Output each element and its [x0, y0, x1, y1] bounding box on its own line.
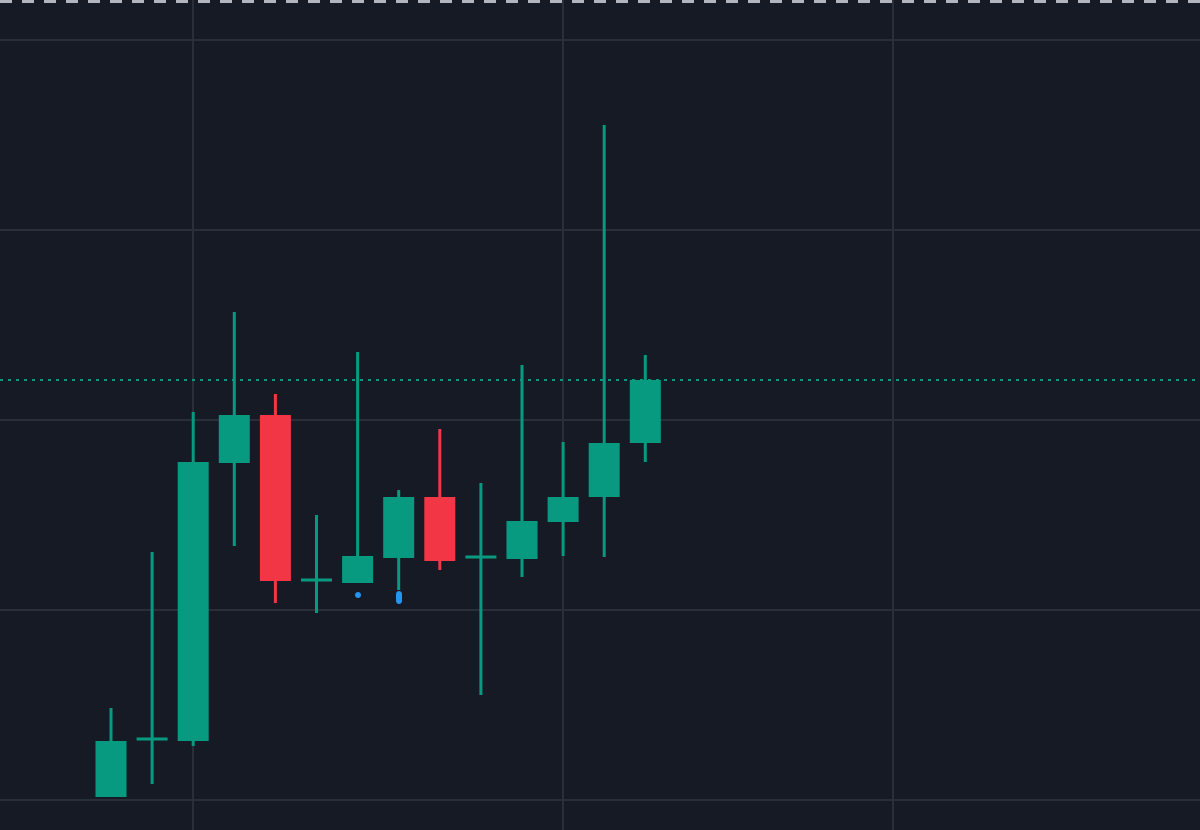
candle-body [301, 578, 332, 582]
candle-body [218, 415, 250, 463]
candle-body [465, 555, 497, 559]
candle-body [588, 443, 620, 497]
marker-dot [396, 591, 402, 604]
candle-body [136, 737, 168, 741]
candle-body [342, 556, 374, 583]
candle-body [547, 497, 579, 522]
candle-body [506, 521, 538, 559]
candle-body [95, 741, 127, 797]
candle-body [424, 497, 456, 561]
candle-body [259, 415, 291, 581]
candle-body [629, 380, 661, 443]
candle-body [383, 497, 415, 558]
candle-body [177, 462, 209, 741]
marker-dot [355, 592, 361, 598]
